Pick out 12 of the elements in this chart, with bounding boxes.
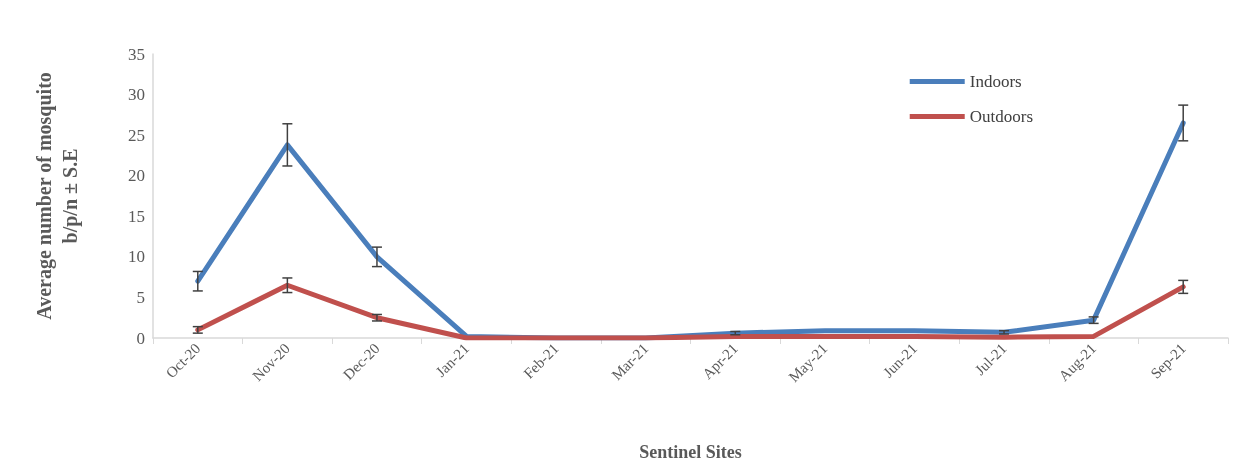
y-tick-label: 10 — [128, 247, 145, 267]
y-tick-label: 30 — [128, 85, 145, 105]
y-tick-label: 15 — [128, 206, 145, 226]
legend-label: Indoors — [969, 72, 1022, 91]
legend-label: Outdoors — [969, 107, 1033, 126]
y-tick-label: 35 — [128, 44, 145, 64]
y-tick-label: 5 — [136, 287, 145, 307]
y-tick-label: 20 — [128, 166, 145, 186]
y-tick-label: 0 — [136, 328, 145, 348]
y-axis-title: Average number of mosquito b/p/n ± S.E — [33, 72, 82, 320]
x-axis-title: Sentinel Sites — [639, 442, 742, 462]
y-tick-label: 25 — [128, 125, 145, 145]
